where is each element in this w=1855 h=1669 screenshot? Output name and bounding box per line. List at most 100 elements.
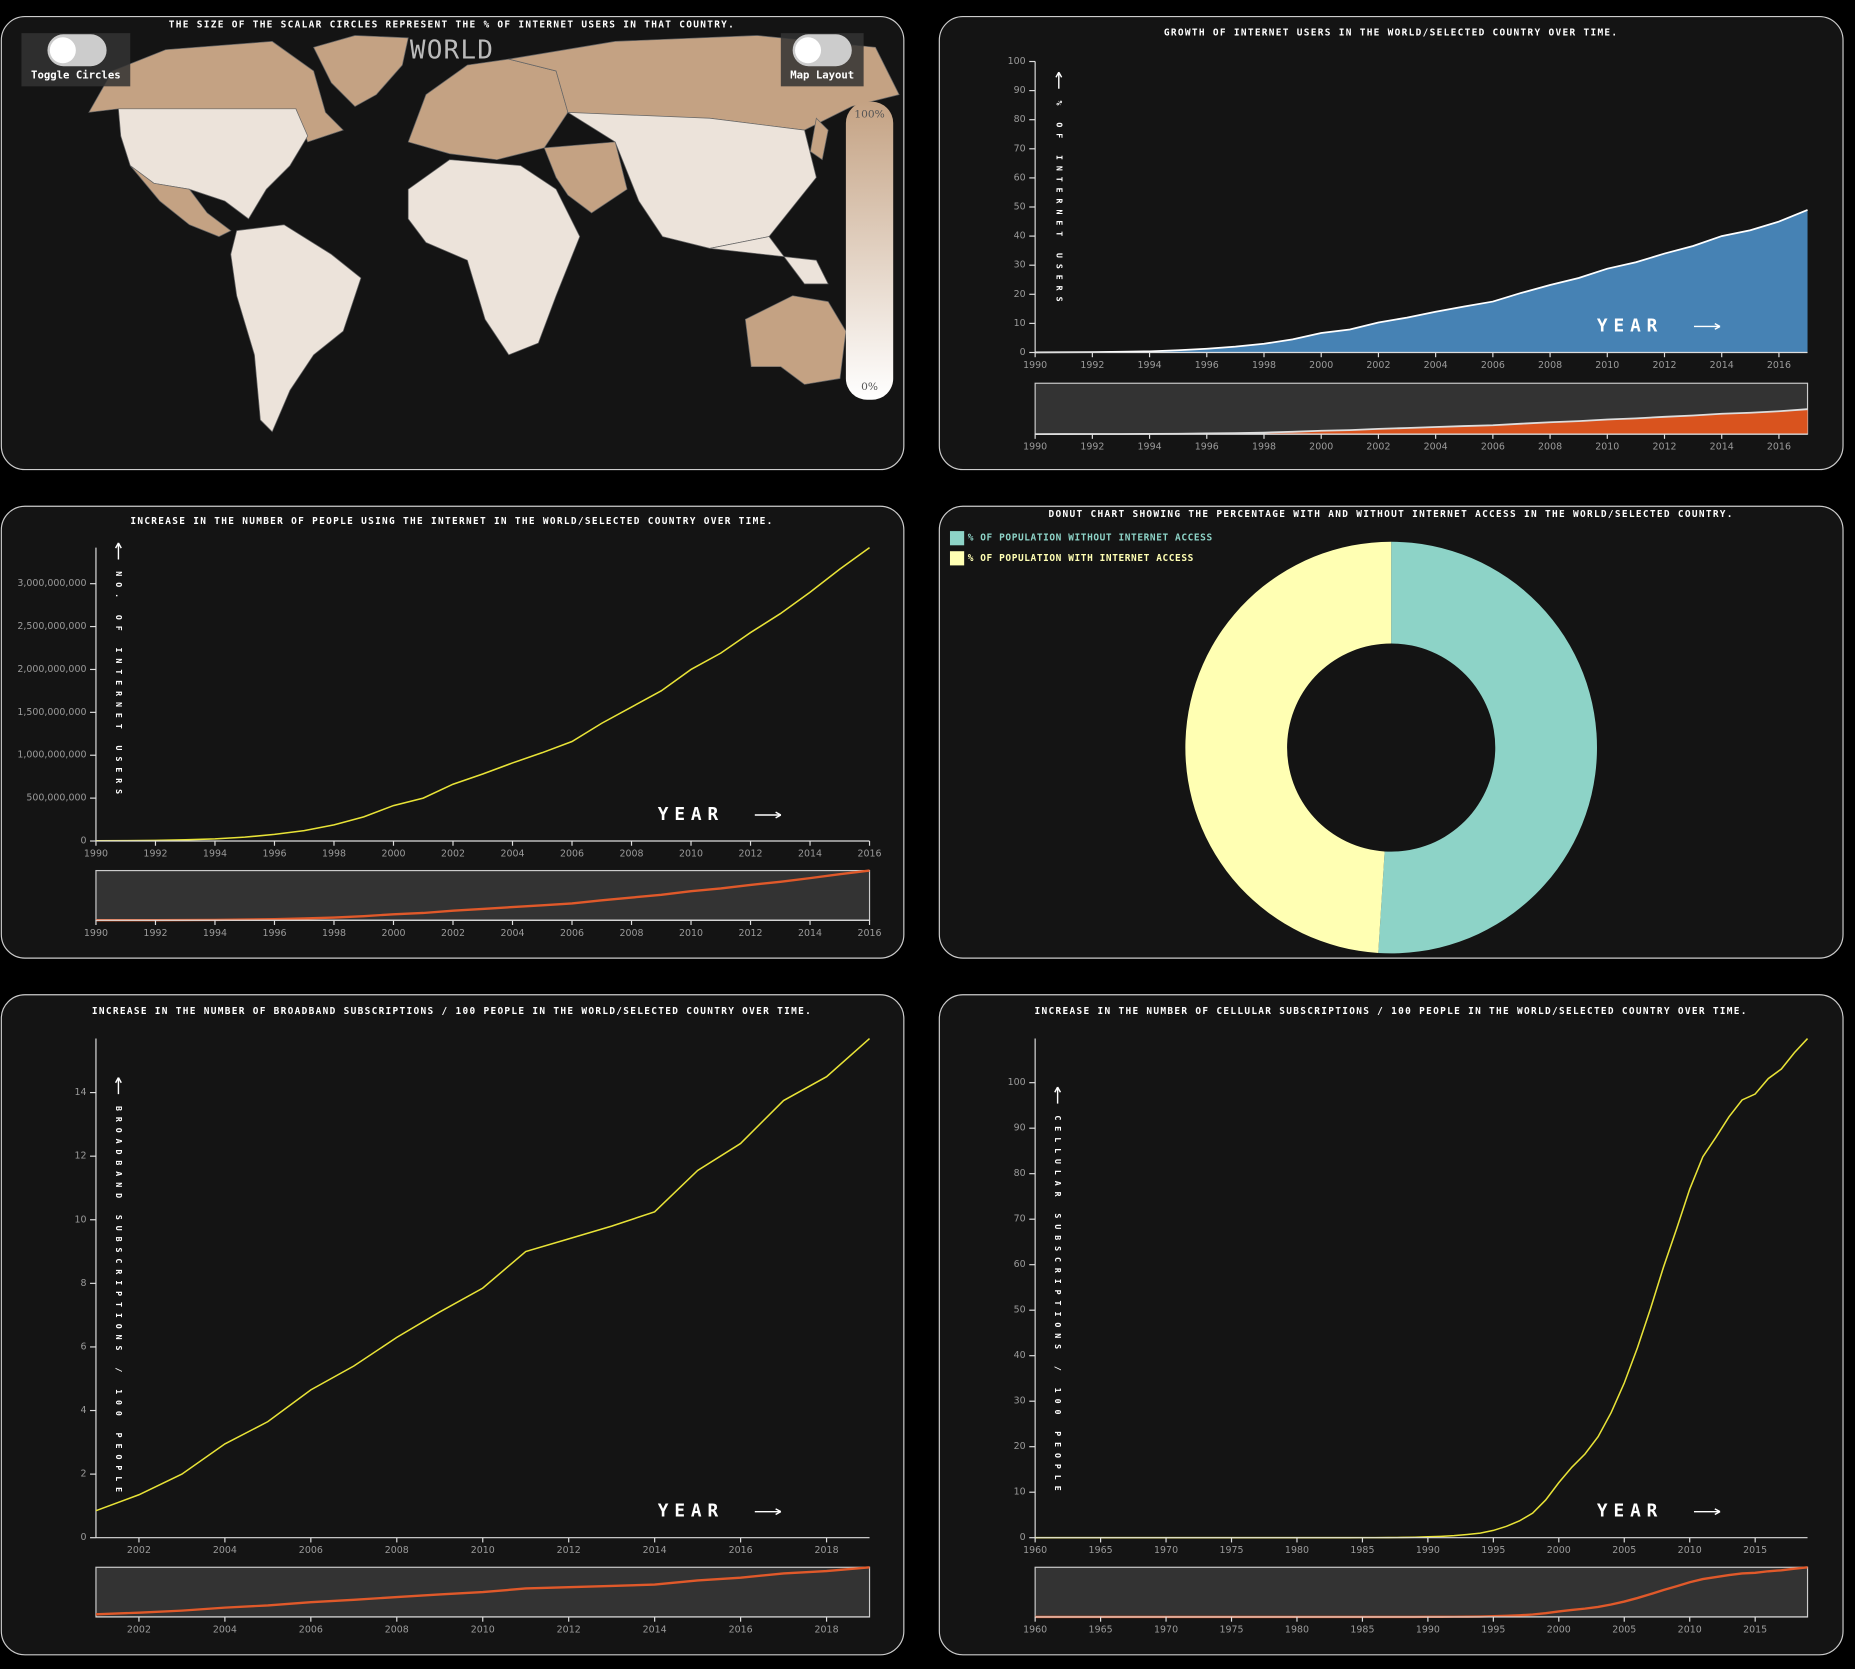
donut-slice <box>1378 541 1597 954</box>
brush-line <box>95 1566 870 1616</box>
panel <box>938 505 1844 959</box>
arrow-head <box>1714 1508 1721 1516</box>
legend-label: % OF POPULATION WITH INTERNET ACCESS <box>968 553 1194 564</box>
x-tick-label: 1992 <box>143 849 167 860</box>
x-tick-label: 2000 <box>1547 1624 1571 1635</box>
y-tick-label: 2,000,000,000 <box>17 664 86 675</box>
x-tick-label: 2000 <box>1309 442 1333 453</box>
x-axis-label: YEAR <box>1597 1502 1663 1522</box>
x-tick-label: 2002 <box>441 928 465 939</box>
y-tick-label: 40 <box>1014 1350 1026 1361</box>
x-tick-label: 1990 <box>1416 1545 1440 1556</box>
x-tick-label: 2000 <box>381 928 405 939</box>
area-line <box>1035 209 1808 354</box>
x-tick-label: 2018 <box>815 1545 839 1556</box>
chart-title: GROWTH OF INTERNET USERS IN THE WORLD/SE… <box>1164 28 1619 39</box>
x-tick-label: 2010 <box>1678 1545 1702 1556</box>
y-axis-label: NO. OF INTERNET USERS <box>114 571 124 800</box>
x-tick-label: 2005 <box>1612 1624 1636 1635</box>
arrow-head <box>1055 71 1063 78</box>
y-axis-label: % OF INTERNET USERS <box>1054 101 1064 308</box>
y-tick-label: 1,500,000,000 <box>17 707 86 718</box>
x-tick-label: 1960 <box>1023 1624 1047 1635</box>
y-tick-label: 0 <box>80 836 86 847</box>
x-tick-label: 2014 <box>1710 360 1734 371</box>
x-tick-label: 2016 <box>858 849 882 860</box>
y-tick-label: 10 <box>1014 1487 1026 1498</box>
x-tick-label: 2002 <box>1366 442 1390 453</box>
x-tick-label: 2006 <box>560 849 584 860</box>
y-tick-label: 60 <box>1014 172 1026 183</box>
x-tick-label: 2006 <box>299 1624 323 1635</box>
y-tick-label: 12 <box>74 1151 86 1162</box>
x-tick-label: 1992 <box>1080 360 1104 371</box>
x-tick-label: 2015 <box>1743 1624 1767 1635</box>
x-tick-label: 1990 <box>1023 442 1047 453</box>
y-tick-label: 14 <box>74 1087 86 1098</box>
x-tick-label: 2002 <box>1366 360 1390 371</box>
x-tick-label: 2002 <box>441 849 465 860</box>
y-tick-label: 100 <box>1008 56 1026 67</box>
area <box>1035 209 1808 353</box>
y-axis-label: CELLULAR SUBSCRIPTIONS / 100 PEOPLE <box>1053 1115 1063 1496</box>
x-tick-label: 2012 <box>738 928 762 939</box>
x-tick-label: 1965 <box>1089 1624 1113 1635</box>
brush-area <box>1035 409 1808 435</box>
y-tick-label: 10 <box>1014 318 1026 329</box>
x-tick-label: 2012 <box>1652 442 1676 453</box>
x-tick-label: 1960 <box>1023 1545 1047 1556</box>
y-tick-label: 60 <box>1014 1259 1026 1270</box>
x-tick-label: 2000 <box>1547 1545 1571 1556</box>
x-tick-label: 1992 <box>143 928 167 939</box>
x-tick-label: 2016 <box>1767 442 1791 453</box>
x-tick-label: 2008 <box>619 928 643 939</box>
x-tick-label: 2010 <box>1595 442 1619 453</box>
y-tick-label: 40 <box>1014 231 1026 242</box>
arrow-head <box>775 1508 782 1516</box>
x-tick-label: 2006 <box>299 1545 323 1556</box>
y-tick-label: 0 <box>1020 1532 1026 1543</box>
x-axis-label: YEAR <box>1597 316 1663 336</box>
x-tick-label: 1990 <box>1416 1624 1440 1635</box>
x-tick-label: 2004 <box>213 1624 237 1635</box>
x-tick-label: 2004 <box>500 849 524 860</box>
x-tick-label: 2014 <box>643 1545 667 1556</box>
y-tick-label: 80 <box>1014 114 1026 125</box>
x-tick-label: 2016 <box>858 928 882 939</box>
x-tick-label: 2010 <box>471 1624 495 1635</box>
x-tick-label: 1985 <box>1350 1545 1374 1556</box>
panel <box>0 994 905 1656</box>
x-tick-label: 1990 <box>1023 360 1047 371</box>
panel <box>0 505 905 959</box>
x-tick-label: 1975 <box>1219 1545 1243 1556</box>
x-tick-label: 1996 <box>262 928 286 939</box>
color-legend <box>845 101 894 400</box>
x-tick-label: 1965 <box>1089 1545 1113 1556</box>
arrow-head <box>775 811 782 819</box>
x-tick-label: 2004 <box>1424 442 1448 453</box>
arrow-head <box>1714 323 1721 330</box>
x-tick-label: 2012 <box>738 849 762 860</box>
x-tick-label: 1994 <box>203 849 227 860</box>
x-tick-label: 1995 <box>1481 1624 1505 1635</box>
y-tick-label: 100 <box>1008 1077 1026 1088</box>
y-tick-label: 80 <box>1014 1168 1026 1179</box>
x-tick-label: 2012 <box>1652 360 1676 371</box>
x-tick-label: 2004 <box>213 1545 237 1556</box>
x-tick-label: 2016 <box>729 1624 753 1635</box>
map-title: THE SIZE OF THE SCALAR CIRCLES REPRESENT… <box>169 19 735 30</box>
x-tick-label: 2010 <box>1678 1624 1702 1635</box>
country <box>407 159 581 356</box>
x-tick-label: 1990 <box>84 928 108 939</box>
x-tick-label: 2006 <box>1481 360 1505 371</box>
x-tick-label: 2004 <box>500 928 524 939</box>
country <box>744 295 847 385</box>
switch-knob <box>795 37 822 64</box>
x-tick-label: 2012 <box>557 1545 581 1556</box>
x-tick-label: 1998 <box>322 849 346 860</box>
x-tick-label: 2010 <box>679 928 703 939</box>
x-tick-label: 2000 <box>1309 360 1333 371</box>
x-tick-label: 2010 <box>471 1545 495 1556</box>
country <box>313 35 409 107</box>
